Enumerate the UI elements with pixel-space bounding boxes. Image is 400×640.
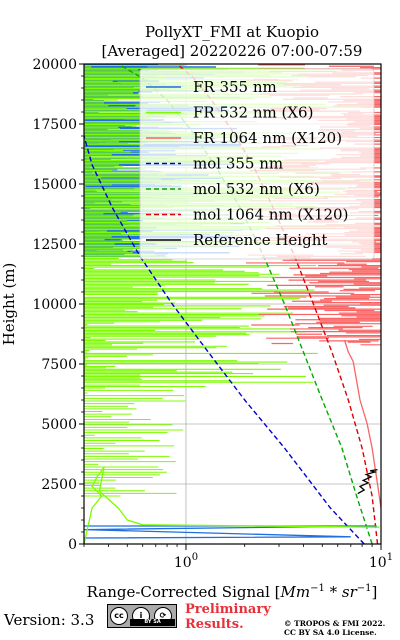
legend-label: FR 355 nm xyxy=(193,78,277,96)
y-tick-label: 10000 xyxy=(32,297,77,313)
legend-label: Reference Height xyxy=(193,231,327,249)
legend-label: FR 532 nm (X6) xyxy=(193,104,313,122)
legend-label: mol 355 nm xyxy=(193,155,283,173)
copyright-line1: © TROPOS & FMI 2022. xyxy=(284,619,386,628)
y-tick-label: 7500 xyxy=(41,357,77,373)
legend-label: FR 1064 nm (X120) xyxy=(193,129,342,147)
legend: FR 355 nm FR 532 nm (X6) FR 1064 nm (X120)… xyxy=(139,68,375,260)
version-label: Version: 3.3 xyxy=(4,611,95,629)
y-tick-label: 5000 xyxy=(41,417,77,433)
copyright-line2: CC BY SA 4.0 License. xyxy=(284,628,377,637)
cc-license-badge: cc i ⟳ BY SA xyxy=(107,604,177,628)
preliminary-line2: Results. xyxy=(185,617,244,632)
cc-license-strip: BY SA xyxy=(130,619,175,626)
legend-label: mol 532 nm (X6) xyxy=(193,180,320,198)
y-tick-label: 12500 xyxy=(32,237,77,253)
y-axis-label: Height (m) xyxy=(0,263,18,346)
chart-subtitle: [Averaged] 20220226 07:00-07:59 xyxy=(102,42,363,60)
series-line-4 xyxy=(84,466,380,544)
copyright-note: © TROPOS & FMI 2022. CC BY SA 4.0 Licens… xyxy=(284,619,385,637)
preliminary-line1: Preliminary xyxy=(185,602,271,617)
y-tick-label: 17500 xyxy=(32,117,77,133)
creative-commons-icon: cc xyxy=(110,607,128,625)
y-tick-label: 0 xyxy=(68,537,77,553)
y-tick-label: 15000 xyxy=(32,177,77,193)
x-tick-label: 100 xyxy=(174,552,198,571)
x-tick-label: 101 xyxy=(369,552,393,571)
axis-ticks: 0 2500 5000 7500 10000 12500 15000 17500 20000 10… xyxy=(32,57,393,571)
chart-title: PollyXT_FMI at Kuopio xyxy=(145,23,319,41)
y-tick-label: 2500 xyxy=(41,477,77,493)
legend-box xyxy=(139,68,375,260)
series-line-0 xyxy=(84,135,365,544)
preliminary-results-note: Preliminary Results. xyxy=(185,602,271,632)
legend-label: mol 1064 nm (X120) xyxy=(193,206,348,224)
series-line-6 xyxy=(357,468,378,495)
y-tick-label: 20000 xyxy=(32,57,77,73)
x-axis-label: Range-Corrected Signal [Mm−1 * sr−1] xyxy=(87,583,378,601)
